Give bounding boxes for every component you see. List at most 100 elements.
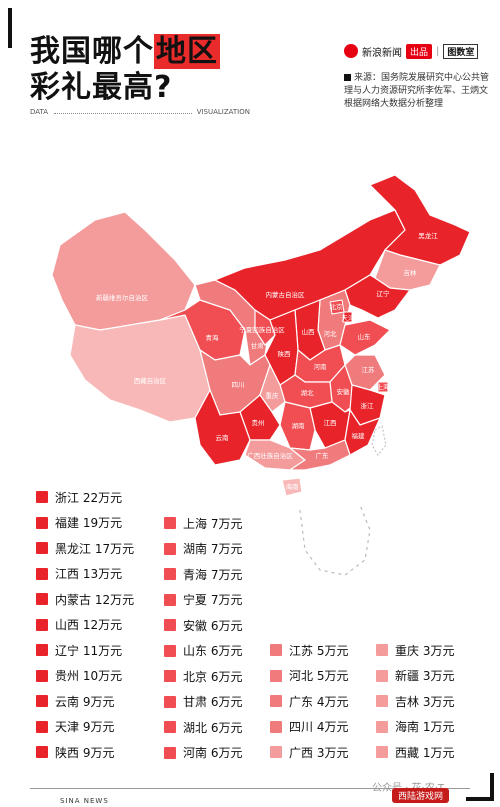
label-yunnan: 云南 — [216, 433, 230, 442]
legend-item: 上海 7万元 — [164, 514, 242, 532]
region-qinghai — [159, 299, 246, 361]
legend-label: 陕西 9万元 — [55, 745, 115, 760]
legend-item: 安徽 6万元 — [164, 616, 242, 634]
legend-label: 海南 1万元 — [395, 720, 455, 734]
legend-label: 宁夏 7万元 — [183, 593, 243, 607]
data-label: DATA — [30, 108, 49, 116]
legend-label: 甘肃 6万元 — [183, 695, 243, 709]
label-guizhou: 贵州 — [252, 418, 265, 427]
brand-column: 图数室 — [443, 43, 479, 59]
label-shanxi: 山西 — [302, 327, 316, 336]
legend-label: 北京 6万元 — [183, 669, 243, 684]
frame-corner-top-left — [8, 8, 34, 48]
label-neimenggu: 内蒙古自治区 — [266, 290, 306, 299]
legend-label: 西藏 1万元 — [395, 745, 455, 760]
legend-label: 山西 12万元 — [55, 618, 123, 632]
legend-label: 辽宁 11万元 — [55, 643, 123, 658]
legend-item: 广东 4万元 — [270, 692, 348, 710]
south-sea-islands — [299, 504, 371, 576]
legend-swatch — [36, 491, 48, 503]
china-map: 新疆维吾尔自治区 西藏自治区 内蒙古自治区 黑龙江 吉林 辽宁 北京 天津 河北… — [51, 174, 471, 576]
label-guangxi: 广西壮族自治区 — [247, 451, 293, 460]
legend-swatch — [376, 695, 388, 707]
legend-swatch — [164, 746, 176, 759]
label-jiangsu: 江苏 — [362, 365, 376, 374]
legend-label: 贵州 10万元 — [55, 669, 123, 683]
legend-item: 青海 7万元 — [164, 565, 242, 583]
legend-swatch — [36, 695, 48, 707]
legend-item: 河南 6万元 — [164, 744, 242, 762]
legend-item: 西藏 1万元 — [376, 743, 454, 761]
region-guangdong — [288, 439, 351, 471]
legend-swatch — [164, 721, 176, 733]
bottom-rule — [30, 788, 470, 789]
legend-label: 内蒙古 12万元 — [55, 592, 135, 607]
label-xizang: 西藏自治区 — [134, 376, 167, 385]
legend-swatch — [376, 746, 388, 758]
label-xinjiang: 新疆维吾尔自治区 — [96, 293, 149, 302]
legend-label: 江西 13万元 — [55, 567, 123, 581]
label-jiangxi: 江西 — [324, 419, 338, 427]
visualization-label: VISUALIZATION — [196, 108, 250, 116]
legend-swatch — [36, 644, 48, 656]
label-tianjin: 天津 — [342, 314, 356, 322]
dotted-rule — [54, 113, 192, 114]
label-liaoning: 辽宁 — [377, 289, 391, 298]
legend-label: 浙江 22万元 — [55, 490, 123, 505]
legend-swatch — [376, 644, 388, 656]
legend-item: 甘肃 6万元 — [164, 693, 242, 711]
legend-label: 青海 7万元 — [183, 567, 243, 582]
legend-item: 湖北 6万元 — [164, 718, 242, 736]
legend-swatch — [164, 517, 176, 529]
label-chongqing: 重庆 — [266, 391, 280, 400]
legend-label: 云南 9万元 — [55, 694, 115, 709]
legend-swatch — [164, 695, 176, 708]
source-text: 来源：国务院发展研究中心公共管理与人力资源研究所李佐军、王炳文根据网络大数据分析… — [344, 73, 490, 109]
legend-label: 安徽 6万元 — [183, 618, 243, 633]
legend-label: 湖北 6万元 — [183, 720, 243, 735]
legend-label: 河南 6万元 — [183, 746, 243, 760]
label-jilin: 吉林 — [404, 268, 418, 277]
label-hainan: 海南 — [286, 482, 300, 491]
legend-item: 吉林 3万元 — [376, 692, 454, 710]
legend-swatch — [270, 669, 282, 682]
label-sichuan: 四川 — [232, 381, 245, 389]
legend-swatch — [270, 695, 282, 707]
legend-item: 陕西 9万元 — [36, 743, 114, 761]
legend-label: 重庆 3万元 — [395, 643, 455, 658]
label-qinghai: 青海 — [206, 333, 220, 342]
legend-label: 江苏 5万元 — [289, 643, 349, 658]
legend-item: 广西 3万元 — [270, 743, 348, 761]
legend-item: 湖南 7万元 — [164, 540, 242, 558]
region-shanghai — [377, 381, 389, 393]
legend-swatch — [36, 746, 48, 758]
label-ningxia: 宁夏回族自治区 — [239, 325, 285, 334]
legend-item: 云南 9万元 — [36, 692, 114, 710]
label-hebei: 河北 — [324, 330, 338, 338]
legend-item: 浙江 22万元 — [36, 488, 122, 506]
legend-label: 山东 6万元 — [183, 644, 243, 658]
label-anhui: 安徽 — [337, 387, 351, 396]
legend-swatch — [164, 542, 176, 555]
legend-item: 贵州 10万元 — [36, 667, 122, 685]
label-hunan: 湖南 — [292, 421, 306, 430]
sina-eye-icon — [344, 44, 358, 58]
legend-swatch — [376, 720, 388, 733]
label-heilongjiang: 黑龙江 — [418, 231, 438, 240]
legend-item: 天津 9万元 — [36, 718, 114, 736]
data-visualization-rule: DATA VISUALIZATION — [30, 108, 250, 122]
label-fujian: 福建 — [352, 431, 366, 440]
legend-swatch — [270, 720, 282, 733]
site-badge: 西陆游戏网 — [392, 788, 450, 803]
legend-label: 天津 9万元 — [55, 720, 115, 734]
label-shanghai: 上海 — [377, 382, 391, 391]
legend-swatch — [36, 593, 48, 605]
title-part-1: 我国哪个 — [30, 34, 154, 69]
legend-label: 广西 3万元 — [289, 745, 349, 760]
bullet-square-icon — [344, 74, 351, 81]
region-liaoning — [344, 274, 412, 319]
label-henan: 河南 — [314, 362, 328, 371]
footer-sina-news: SINA NEWS — [60, 797, 109, 805]
legend-label: 四川 4万元 — [289, 720, 349, 734]
legend-swatch — [164, 670, 176, 682]
